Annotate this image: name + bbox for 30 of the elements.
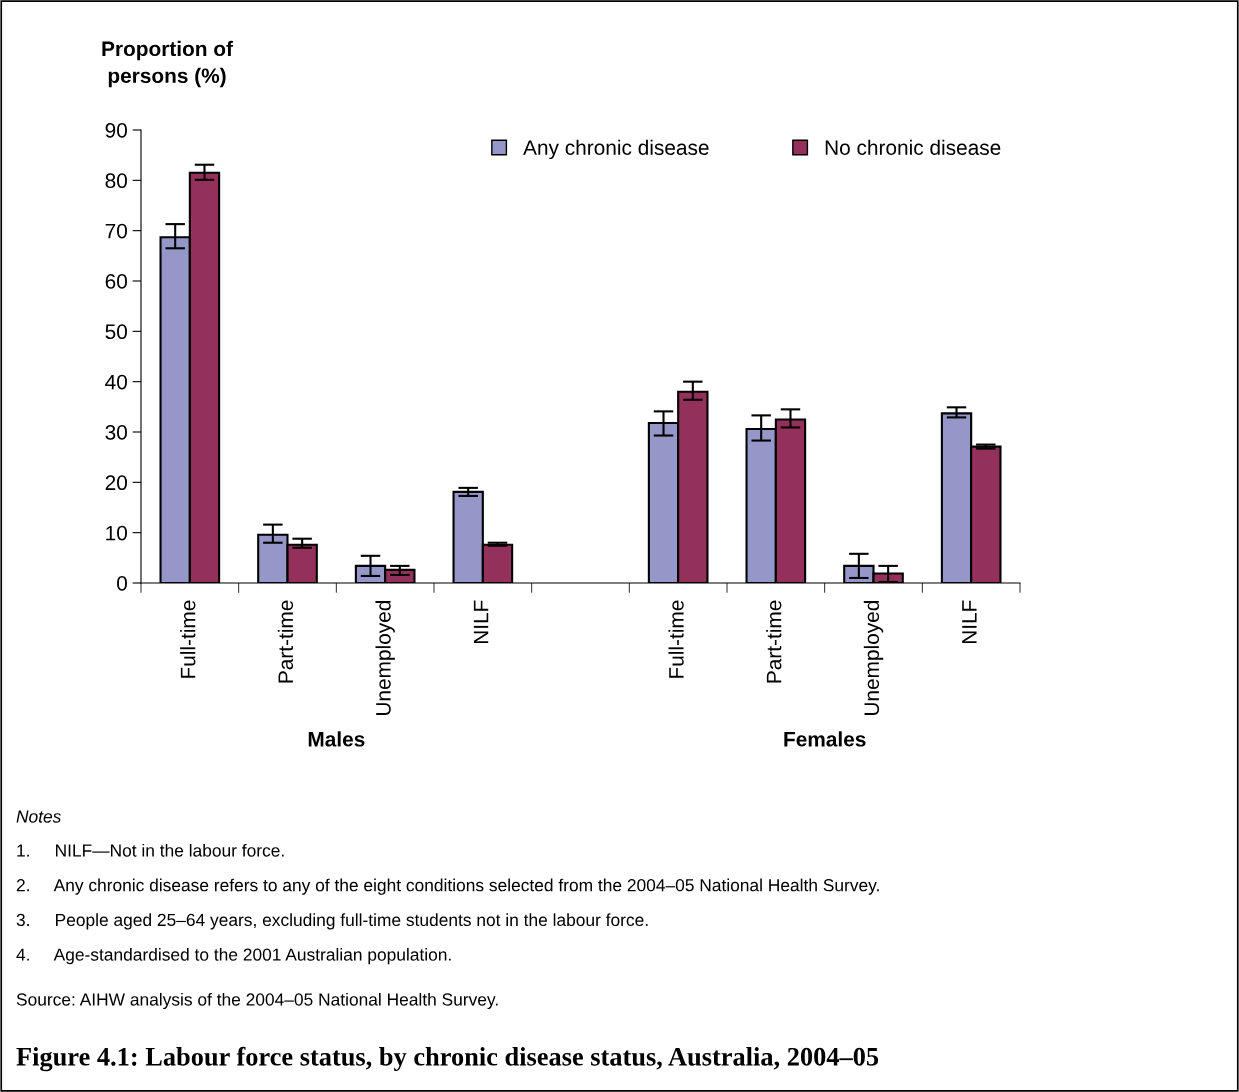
text: Females <box>784 731 866 747</box>
y-tick-label: 10 <box>106 525 127 541</box>
x-tick-label: Part-time <box>277 600 294 683</box>
x-tick-label: Part-time <box>766 600 782 683</box>
x-tick-label: Full-time <box>180 600 196 678</box>
y-tick-label: 0 <box>117 576 127 591</box>
text: 1. NILF—Not in the labour force. <box>17 843 284 857</box>
text: 3. People aged 25–64 years, excluding full-time students not in the labour force. <box>16 913 648 930</box>
x-tick-label: Full-time <box>668 600 684 678</box>
y-tick-label: 50 <box>105 324 127 340</box>
legend-label: No chronic disease <box>825 139 1001 155</box>
x-tick-label: NILF <box>473 600 489 644</box>
legend-label: Any chronic disease <box>523 139 709 160</box>
x-tick-label: Unemployed <box>863 601 884 716</box>
text: Males <box>308 731 365 747</box>
y-tick-label: 70 <box>105 223 127 239</box>
x-tick-label: NILF <box>962 600 977 644</box>
x-tick-label: Unemployed <box>375 601 395 716</box>
text: Notes <box>16 810 61 823</box>
y-tick-label: 90 <box>105 123 127 138</box>
source-note: Source: AIHW analysis of the 2004–05 National Health Survey. <box>16 992 498 1010</box>
y-tick-label: 40 <box>105 374 127 390</box>
text: 2. Any chronic disease refers to any of the eight conditions selected from the 2004–05 National Health Survey. <box>16 878 879 895</box>
text: Figure 4.1: Labour force status, by chronic disease status, Australia, 2004–05 <box>16 1046 879 1072</box>
y-tick-label: 30 <box>105 425 127 440</box>
y-tick-label: 20 <box>105 475 127 491</box>
y-tick-label: 80 <box>105 173 127 189</box>
y-axis-title: Proportion of persons (%) <box>102 40 233 88</box>
y-tick-label: 60 <box>105 274 127 289</box>
text: 4. Age-standardised to the 2001 Australian population. <box>16 948 451 965</box>
